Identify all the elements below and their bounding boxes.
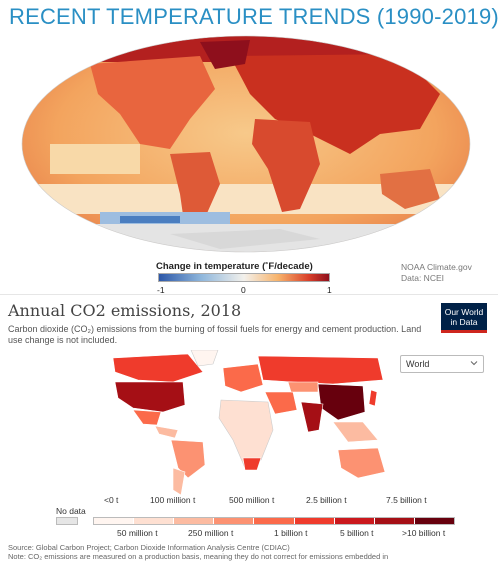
legend-label-top-2: 500 million t	[229, 495, 275, 505]
scale-swatch-7	[374, 518, 415, 524]
legend-label-bottom-2: 1 billion t	[274, 528, 308, 538]
emissions-title: Annual CO2 emissions, 2018	[8, 301, 242, 320]
scale-swatch-3	[214, 518, 255, 524]
legend-label-bottom-3: 5 billion t	[340, 528, 374, 538]
country-brazil	[170, 439, 206, 479]
legend-label-top-1: 100 million t	[150, 495, 196, 505]
north-america	[90, 56, 215, 149]
country-russia	[257, 355, 384, 385]
legend-label-bottom-4: >10 billion t	[402, 528, 446, 538]
legend-label-bottom-0: 50 million t	[117, 528, 158, 538]
scale-swatch-2	[174, 518, 215, 524]
legend-tick-minus1: -1	[157, 285, 165, 295]
country-kazakhstan	[287, 381, 319, 393]
source-line: Source: Global Carbon Project; Carbon Di…	[8, 543, 290, 552]
owid-logo[interactable]: Our World in Data	[441, 303, 487, 333]
region-middle-east	[264, 391, 298, 415]
scale-swatch-1	[134, 518, 175, 524]
temperature-color-scale	[158, 273, 330, 282]
country-japan	[368, 389, 378, 407]
country-usa	[114, 381, 186, 413]
legend-tick-plus1: 1	[327, 285, 332, 295]
legend-label-top-3: 2.5 billion t	[306, 495, 347, 505]
temperature-title: RECENT TEMPERATURE TRENDS (1990-2019)	[9, 4, 498, 29]
emissions-panel: Annual CO2 emissions, 2018 Carbon dioxid…	[0, 294, 498, 563]
source-data: Data: NCEI	[401, 273, 444, 283]
emissions-world-map	[93, 350, 393, 498]
africa	[252, 119, 320, 212]
scale-swatch-4	[254, 518, 295, 524]
australia	[380, 169, 440, 209]
country-mexico	[132, 409, 162, 426]
temperature-world-map	[21, 35, 471, 253]
emissions-source: Source: Global Carbon Project; Carbon Di…	[8, 543, 388, 561]
legend-label-top-0: <0 t	[104, 495, 119, 505]
region-dropdown[interactable]: World	[400, 355, 484, 373]
temperature-source: NOAA Climate.gov Data: NCEI	[401, 262, 472, 284]
logo-line1: Our World	[444, 307, 484, 317]
temperature-legend-title: Change in temperature (˚F/decade)	[156, 261, 313, 272]
legend-no-data-swatch	[56, 517, 78, 525]
south-america	[170, 152, 220, 229]
region-southeast-asia	[332, 421, 379, 443]
region-latin-america	[154, 425, 179, 439]
country-south-africa	[242, 457, 262, 471]
emissions-color-scale	[93, 517, 455, 525]
chevron-down-icon	[470, 361, 478, 366]
scale-swatch-5	[294, 518, 335, 524]
europe-asia	[230, 54, 440, 154]
scale-swatch-8	[414, 518, 454, 524]
temperature-panel: RECENT TEMPERATURE TRENDS (1990-2019)	[9, 4, 498, 295]
emissions-subtitle: Carbon dioxide (CO₂) emissions from the …	[8, 324, 422, 345]
legend-label-bottom-1: 250 million t	[188, 528, 234, 538]
legend-no-data-label: No data	[56, 506, 86, 516]
scale-swatch-6	[334, 518, 375, 524]
country-india	[300, 401, 324, 433]
logo-line2: in Data	[450, 316, 478, 327]
legend-tick-zero: 0	[241, 285, 246, 295]
legend-label-top-4: 7.5 billion t	[386, 495, 427, 505]
scale-swatch-0	[94, 518, 135, 524]
greenland	[200, 40, 250, 69]
country-greenland	[190, 350, 219, 367]
country-australia	[337, 447, 386, 479]
note-line: Note: CO₂ emissions are measured on a pr…	[8, 552, 389, 561]
country-argentina	[172, 467, 186, 496]
source-noaa: NOAA Climate.gov	[401, 262, 472, 272]
region-europe	[222, 363, 264, 393]
region-selected-value: World	[406, 359, 430, 369]
